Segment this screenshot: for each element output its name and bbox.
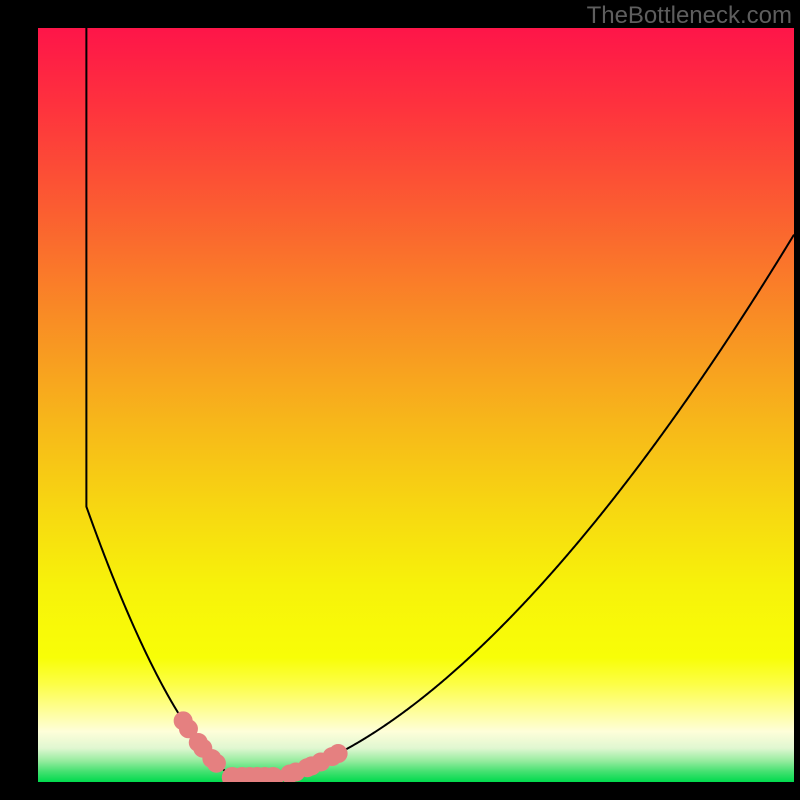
watermark-text: TheBottleneck.com bbox=[587, 2, 792, 30]
bottom-markers bbox=[222, 767, 284, 782]
plot-area bbox=[38, 28, 794, 782]
outer-frame: TheBottleneck.com bbox=[0, 0, 800, 800]
gradient-background bbox=[38, 28, 794, 782]
chart-svg bbox=[38, 28, 794, 782]
curve-marker bbox=[207, 754, 226, 773]
curve-marker bbox=[329, 744, 348, 763]
